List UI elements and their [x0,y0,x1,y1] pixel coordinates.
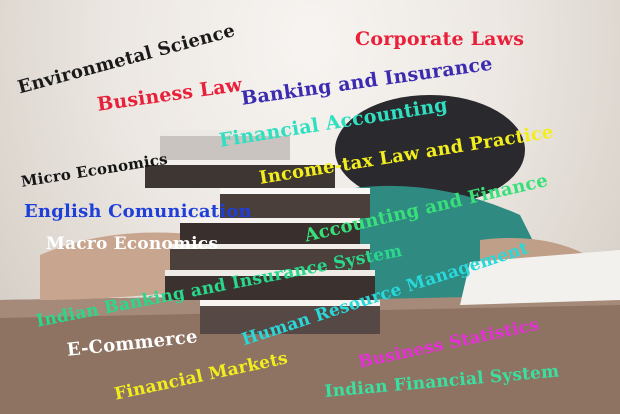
subject-corporate-laws: Corporate Laws [355,28,525,50]
subject-english-communication: English Comunication [24,201,252,222]
subject-macro-economics: Macro Economics [46,234,219,254]
